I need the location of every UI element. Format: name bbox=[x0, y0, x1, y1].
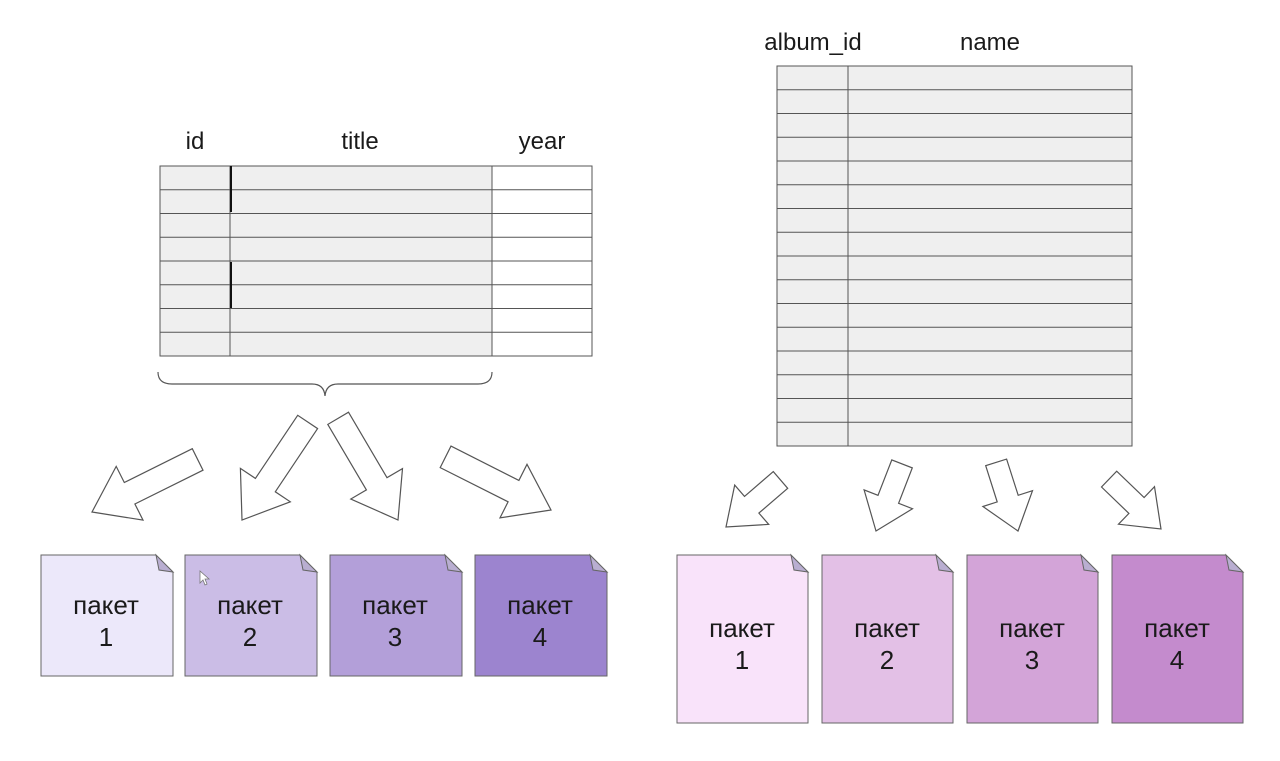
left-packet-label-2: пакет 2 bbox=[217, 590, 283, 652]
right-arrow-4 bbox=[1100, 470, 1162, 530]
left-packet-2 bbox=[184, 554, 318, 677]
right-packet-1 bbox=[676, 554, 809, 724]
left-packet-3 bbox=[329, 554, 463, 677]
left-packet-2-fold bbox=[299, 553, 319, 573]
left-arrow-4 bbox=[439, 445, 552, 519]
right-packet-label-2: пакет 2 bbox=[854, 613, 920, 675]
left-packet-1-fold bbox=[155, 553, 175, 573]
left-packet-1 bbox=[40, 554, 174, 677]
left-packet-4-fold bbox=[589, 553, 609, 573]
left-packet-label-4: пакет 4 bbox=[507, 590, 573, 652]
right-packet-label-3: пакет 3 bbox=[999, 613, 1065, 675]
left-packet-label-3: пакет 3 bbox=[362, 590, 428, 652]
arrows-group bbox=[91, 411, 1162, 532]
right-packet-4-fold bbox=[1225, 553, 1245, 573]
right-packet-3-fold bbox=[1080, 553, 1100, 573]
right-arrow-2 bbox=[863, 459, 914, 532]
left-packet-4 bbox=[474, 554, 608, 677]
left-packet-3-fold bbox=[444, 553, 464, 573]
right-packet-3 bbox=[966, 554, 1099, 724]
left-col-header-title: title bbox=[341, 128, 379, 155]
right-arrow-3 bbox=[981, 458, 1034, 532]
right-col-header-name: name bbox=[959, 29, 1021, 56]
left-arrow-1 bbox=[91, 447, 204, 521]
left-col-header-year: year bbox=[518, 128, 566, 155]
left-packet-label-1: пакет 1 bbox=[73, 590, 139, 652]
left-table bbox=[159, 165, 593, 357]
right-table-row-lines bbox=[777, 89, 1132, 423]
right-packet-1-fold bbox=[790, 553, 810, 573]
left-arrow-3 bbox=[326, 411, 404, 521]
left-col-header-id: id bbox=[185, 128, 205, 155]
curly-brace bbox=[157, 371, 493, 397]
mouse-cursor-icon bbox=[199, 570, 211, 586]
right-packet-4 bbox=[1111, 554, 1244, 724]
right-table bbox=[776, 65, 1133, 447]
right-packet-2-fold bbox=[935, 553, 955, 573]
right-packet-2 bbox=[821, 554, 954, 724]
right-col-header-album-id: album_id bbox=[764, 29, 862, 56]
right-packet-label-1: пакет 1 bbox=[709, 613, 775, 675]
right-packet-label-4: пакет 4 bbox=[1144, 613, 1210, 675]
right-arrow-1 bbox=[725, 470, 789, 528]
left-arrow-2 bbox=[239, 414, 319, 521]
packets-group bbox=[40, 553, 1245, 724]
